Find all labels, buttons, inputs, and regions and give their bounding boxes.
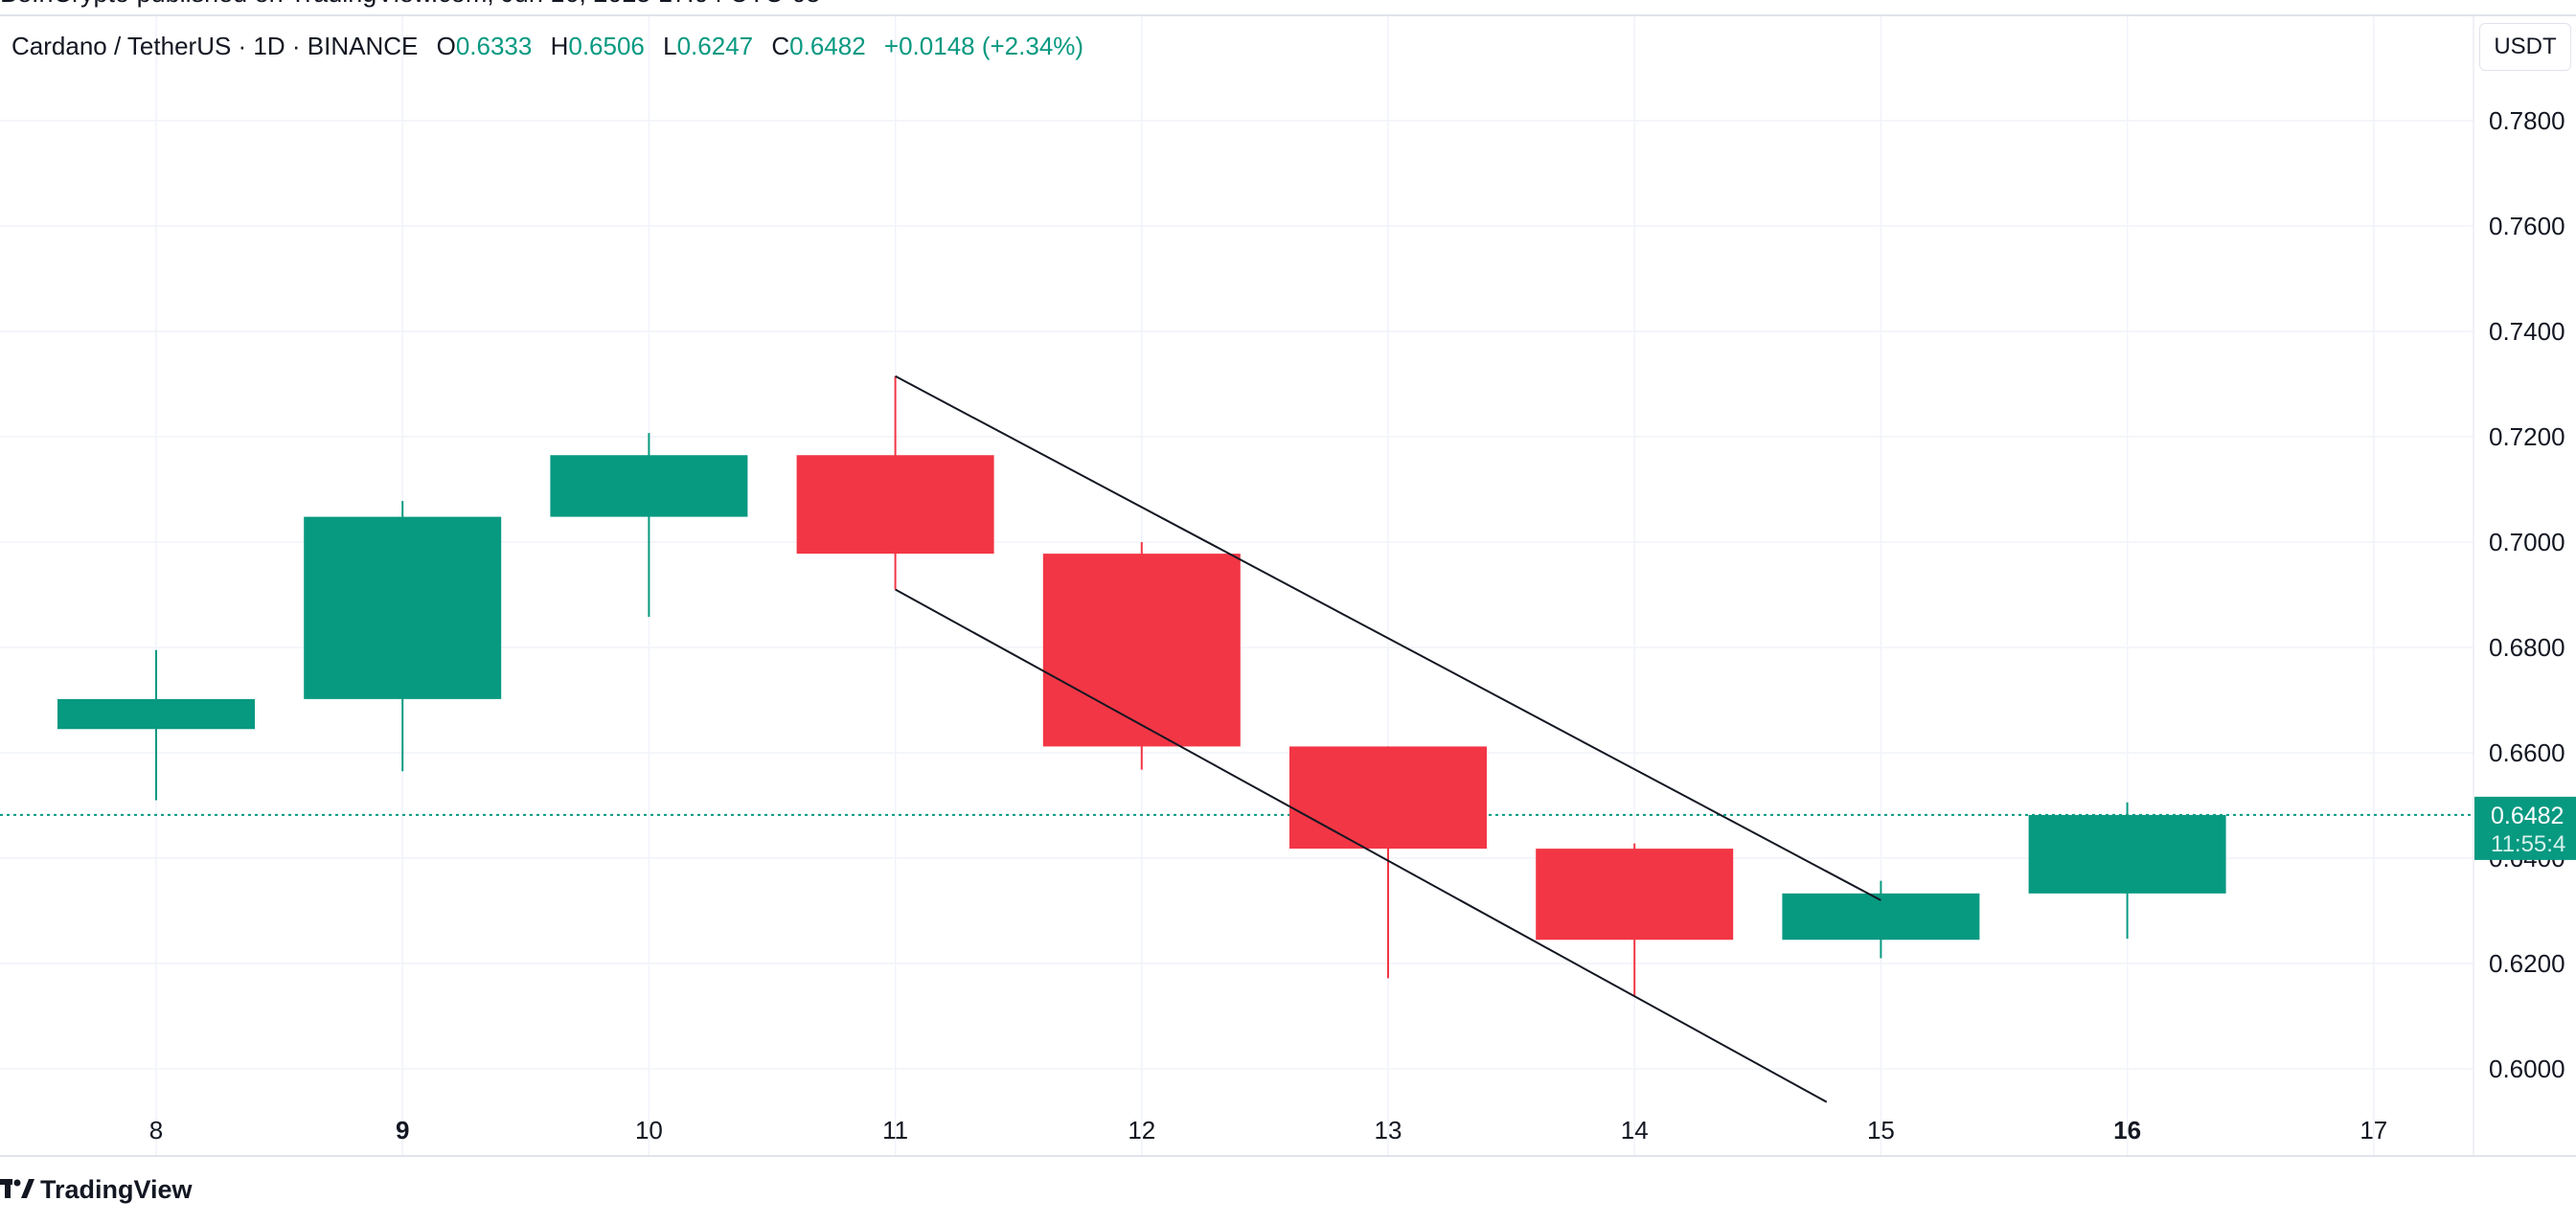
- y-tick-label: 0.6800: [2489, 633, 2565, 662]
- y-tick-label: 0.7800: [2489, 106, 2565, 135]
- x-tick-label: 9: [396, 1116, 409, 1145]
- y-tick-label: 0.7400: [2489, 317, 2565, 346]
- candle[interactable]: [796, 375, 994, 590]
- price-badge-bg: [2474, 796, 2576, 860]
- x-tick-label: 16: [2113, 1116, 2141, 1145]
- candle[interactable]: [1536, 843, 1734, 997]
- currency-unit-button[interactable]: USDT: [2479, 23, 2571, 71]
- x-tick-label: 8: [149, 1116, 163, 1145]
- candle-body: [2028, 814, 2226, 894]
- candle[interactable]: [1289, 746, 1487, 979]
- y-tick-label: 0.6000: [2489, 1054, 2565, 1083]
- candle[interactable]: [550, 433, 748, 618]
- trendlines[interactable]: [895, 374, 1881, 1103]
- open-value: 0.6333: [455, 32, 533, 60]
- price-badge-countdown: 11:55:4: [2491, 831, 2565, 857]
- symbol-legend[interactable]: Cardano / TetherUS · 1D · BINANCE O0.633…: [11, 29, 1083, 63]
- candle-body: [57, 698, 255, 730]
- open-label: O: [436, 32, 456, 60]
- tradingview-logo-icon: [0, 1179, 34, 1198]
- y-tick-label: 0.6200: [2489, 949, 2565, 978]
- trendline[interactable]: [895, 588, 1828, 1103]
- x-tick-label: 14: [1621, 1116, 1649, 1145]
- price-axis[interactable]: 0.7800 0.7600 0.7400 0.7200 0.7000 0.6800 0.66…: [2489, 106, 2565, 1083]
- candle-body: [796, 455, 994, 555]
- time-axis[interactable]: 8 9 10 11 12 13 14 15 16 17: [149, 1116, 2387, 1145]
- candle[interactable]: [1042, 542, 1241, 770]
- x-tick-label: 11: [882, 1116, 908, 1145]
- x-tick-label: 13: [1375, 1116, 1402, 1145]
- price-badge-price: 0.6482: [2491, 803, 2564, 829]
- x-tick-label: 15: [1867, 1116, 1895, 1145]
- y-tick-label: 0.7200: [2489, 422, 2565, 451]
- high-label: H: [550, 32, 569, 60]
- candle-body: [1782, 893, 1980, 941]
- candles[interactable]: [57, 375, 2226, 997]
- candle[interactable]: [2028, 802, 2226, 940]
- low-label: L: [663, 32, 677, 60]
- candle[interactable]: [304, 501, 502, 772]
- symbol-name[interactable]: Cardano / TetherUS · 1D · BINANCE: [11, 32, 419, 60]
- candle-body: [1042, 554, 1241, 747]
- y-tick-label: 0.7600: [2489, 212, 2565, 240]
- x-tick-label: 12: [1128, 1116, 1155, 1145]
- candle[interactable]: [57, 649, 255, 801]
- x-tick-label: 17: [2359, 1116, 2387, 1145]
- candle[interactable]: [1782, 880, 1980, 959]
- low-value: 0.6247: [676, 32, 754, 60]
- close-value: 0.6482: [789, 32, 866, 60]
- candle-body: [550, 455, 748, 517]
- change-value: +0.0148 (+2.34%): [883, 32, 1084, 60]
- candle-body: [1289, 746, 1487, 850]
- published-line: BeInCrypto published on TradingView.com,…: [0, 0, 2576, 15]
- y-tick-label: 0.7000: [2489, 528, 2565, 556]
- y-tick-label: 0.6600: [2489, 738, 2565, 767]
- candle-body: [304, 516, 502, 699]
- tradingview-brand[interactable]: TradingView: [0, 1170, 193, 1209]
- close-label: C: [771, 32, 790, 60]
- candle-body: [1536, 849, 1734, 941]
- x-tick-label: 10: [635, 1116, 663, 1145]
- brand-name: TradingView: [40, 1174, 193, 1204]
- published-text: BeInCrypto published on TradingView.com,…: [0, 0, 821, 9]
- high-value: 0.6506: [568, 32, 645, 60]
- trendline[interactable]: [895, 374, 1881, 901]
